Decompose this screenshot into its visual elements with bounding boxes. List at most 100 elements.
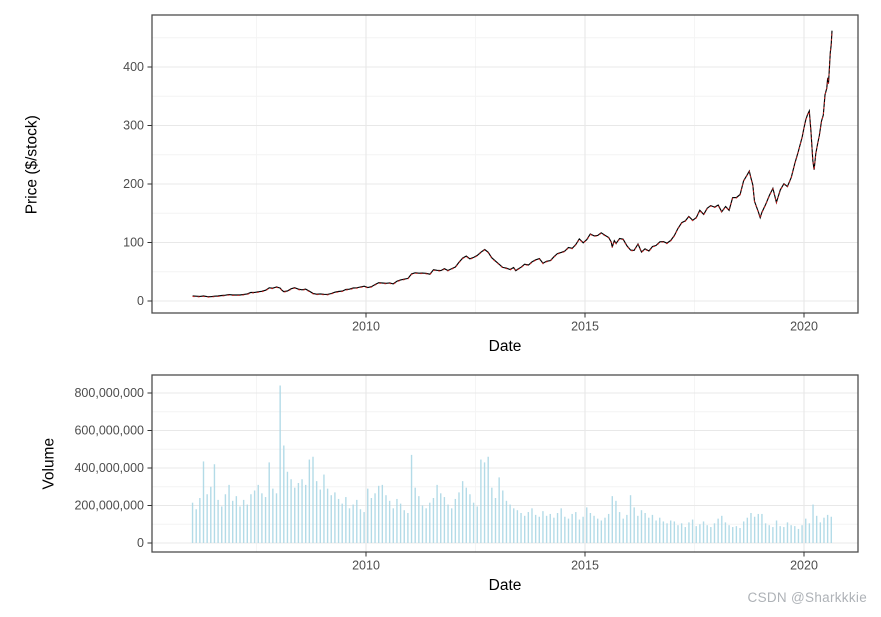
volume-bar [797,528,800,543]
volume-bar [429,502,431,543]
volume-bar [283,445,285,543]
volume-bar [232,500,234,543]
volume-bar [805,518,807,544]
volume-bar [480,459,482,543]
volume-bar [578,519,581,543]
volume-bar [783,527,785,543]
plot-panel-border [151,374,859,553]
x-tick-label: 2015 [571,559,599,573]
volume-bar [593,515,595,543]
volume-bar [757,513,759,543]
volume-bar [611,496,613,544]
volume-bar [352,504,354,543]
axis-ticks [147,392,805,557]
volume-bar [374,493,376,543]
volume-bar [213,464,216,543]
volume-bar [819,522,822,544]
volume-bar [662,521,665,543]
volume-bar [713,523,716,543]
volume-y-axis-title: Volume [40,437,58,490]
x-tick-label: 2010 [352,320,380,334]
x-tick-label: 2020 [790,320,818,334]
volume-bar [724,522,727,544]
volume-bar [403,510,405,543]
y-tick-label: 600,000,000 [74,424,144,438]
volume-bar [217,499,219,544]
grid-major [152,15,858,313]
volume-bar [206,494,208,543]
volume-bar [363,512,365,543]
volume-bar [655,520,657,543]
volume-bar [768,525,770,543]
volume-bar [684,527,686,543]
volume-bar [246,504,248,543]
volume-bar [458,492,460,544]
volume-bar [560,508,562,543]
volume-bar [396,498,398,543]
volume-bar [502,490,504,543]
volume-bar [359,509,362,543]
volume-bar [356,499,358,544]
fitted-line-red-dashed [192,31,833,298]
volume-bar [706,525,708,543]
volume-bar [637,515,639,543]
axis-ticks [147,66,805,318]
volume-bar [388,500,391,543]
volume-bar [513,508,515,543]
volume-bar [633,507,635,544]
volume-bar [348,508,351,543]
y-tick-label: 200 [123,177,144,191]
volume-bar [341,503,343,544]
volume-bar [242,499,245,544]
y-tick-label: 0 [137,294,144,308]
volume-bar [710,527,712,543]
volume-bar [742,521,745,543]
volume-bar [666,523,668,543]
volume-bar [794,526,796,544]
volume-bar [414,487,416,543]
volume-bar [644,513,646,543]
volume-bar [491,487,493,543]
volume-bar [436,484,438,544]
volume-bar [432,498,435,543]
volume-bar [301,479,303,543]
volume-bar [564,516,566,543]
price-y-axis-title: Price ($/stock) [23,115,41,215]
volume-bar [542,511,544,544]
y-tick-label: 100 [123,236,144,250]
volume-bar [556,513,559,543]
volume-bar [418,496,420,544]
volume-bar [421,505,424,543]
volume-bar [334,492,336,544]
volume-bar [250,494,252,543]
volume-bar [487,456,489,543]
volume-bar [691,519,694,543]
volume-bar [305,484,307,544]
volume-bar [385,495,387,543]
volume-bar [571,513,573,543]
volume-bar [589,513,592,543]
volume-bar [545,515,548,543]
volume-bar [549,513,551,543]
volume-bar [345,497,347,543]
volume-bar [399,503,402,544]
volume-bar [677,525,679,543]
volume-bar [195,509,197,543]
volume-bar [498,477,500,544]
axis-tick-labels: 2010 2015 2020 0 200,000,000 400,000,000 600,0… [74,386,817,572]
volume-bar [494,498,497,543]
volume-bar [294,487,296,543]
volume-bar [732,527,734,543]
grid-minor [152,15,858,313]
volume-bar [257,484,259,544]
volume-bar [308,459,311,543]
y-tick-label: 400 [123,60,144,74]
x-tick-label: 2010 [352,559,380,573]
volume-bar [290,479,292,543]
volume-bar [370,498,373,543]
volume-bar [746,517,749,543]
volume-bar [586,507,588,544]
volume-bar [469,494,471,543]
volume-bar [626,514,628,544]
